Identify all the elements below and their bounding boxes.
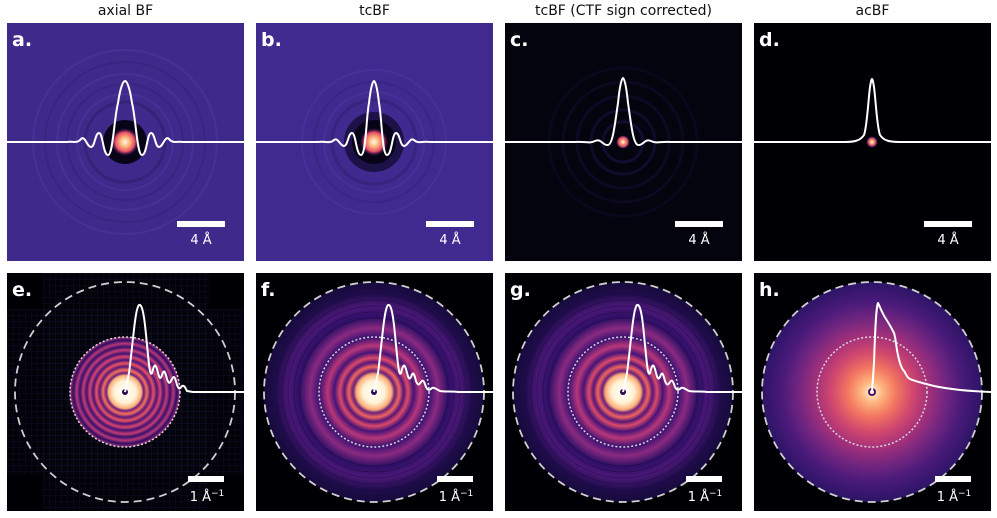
panel-label-c: c. — [510, 29, 529, 51]
scale-bar-a — [177, 221, 225, 227]
scale-bar-d — [924, 221, 972, 227]
scale-label-h: 1 Å−1 — [930, 487, 978, 505]
column-title-acbf: acBF — [855, 3, 890, 19]
panel-b-image — [256, 23, 493, 261]
scale-unit-e: 1 Å — [189, 490, 211, 505]
scale-label-e: 1 Å−1 — [183, 487, 231, 505]
panel-label-f: f. — [261, 279, 276, 301]
scale-bar-b — [426, 221, 474, 227]
scale-bar-c — [675, 221, 723, 227]
panel-c-real-space-tcbf-ctf: c. 4 Å — [505, 23, 742, 261]
scale-label-d: 4 Å — [937, 233, 959, 248]
panel-label-d: d. — [759, 29, 780, 51]
scale-bar-f — [437, 476, 473, 482]
panel-label-h: h. — [759, 279, 780, 301]
scale-exp-f: −1 — [460, 489, 474, 499]
scale-bar-h — [935, 476, 971, 482]
column-title-axial-bf: axial BF — [97, 3, 154, 19]
panel-h-reciprocal-acbf: h. 1 Å−1 — [754, 273, 991, 511]
panel-b-real-space-tcbf: b. 4 Å — [256, 23, 493, 261]
panel-e-reciprocal-axial-bf: e. 1 Å−1 — [7, 273, 244, 511]
panel-label-b: b. — [261, 29, 282, 51]
column-title-tcbf: tcBF — [359, 3, 390, 19]
scale-label-a: 4 Å — [190, 233, 212, 248]
panel-label-e: e. — [12, 279, 33, 301]
scale-unit-g: 1 Å — [687, 490, 709, 505]
scale-exp-e: −1 — [211, 489, 225, 499]
panel-d-real-space-acbf: d. 4 Å — [754, 23, 991, 261]
scale-unit-f: 1 Å — [438, 490, 460, 505]
panel-a-image — [7, 23, 244, 261]
panel-label-g: g. — [510, 279, 531, 301]
scale-bar-e — [188, 476, 224, 482]
scale-label-f: 1 Å−1 — [432, 487, 480, 505]
column-title-tcbf-ctf-corrected: tcBF (CTF sign corrected) — [535, 3, 712, 19]
panel-a-real-space-axial-bf: a. 4 Å — [7, 23, 244, 261]
panel-e-image — [7, 273, 244, 511]
panel-f-image — [256, 273, 493, 511]
panel-label-a: a. — [12, 29, 33, 51]
scale-label-b: 4 Å — [439, 233, 461, 248]
scale-label-g: 1 Å−1 — [681, 487, 729, 505]
scale-label-c: 4 Å — [688, 233, 710, 248]
panel-h-image — [754, 273, 991, 511]
scale-exp-g: −1 — [709, 489, 723, 499]
panel-c-image — [505, 23, 742, 261]
panel-f-reciprocal-tcbf: f. 1 Å−1 — [256, 273, 493, 511]
scale-exp-h: −1 — [958, 489, 972, 499]
panel-g-reciprocal-tcbf-ctf: g. 1 Å−1 — [505, 273, 742, 511]
panel-g-image — [505, 273, 742, 511]
scale-bar-g — [686, 476, 722, 482]
scale-unit-h: 1 Å — [936, 490, 958, 505]
